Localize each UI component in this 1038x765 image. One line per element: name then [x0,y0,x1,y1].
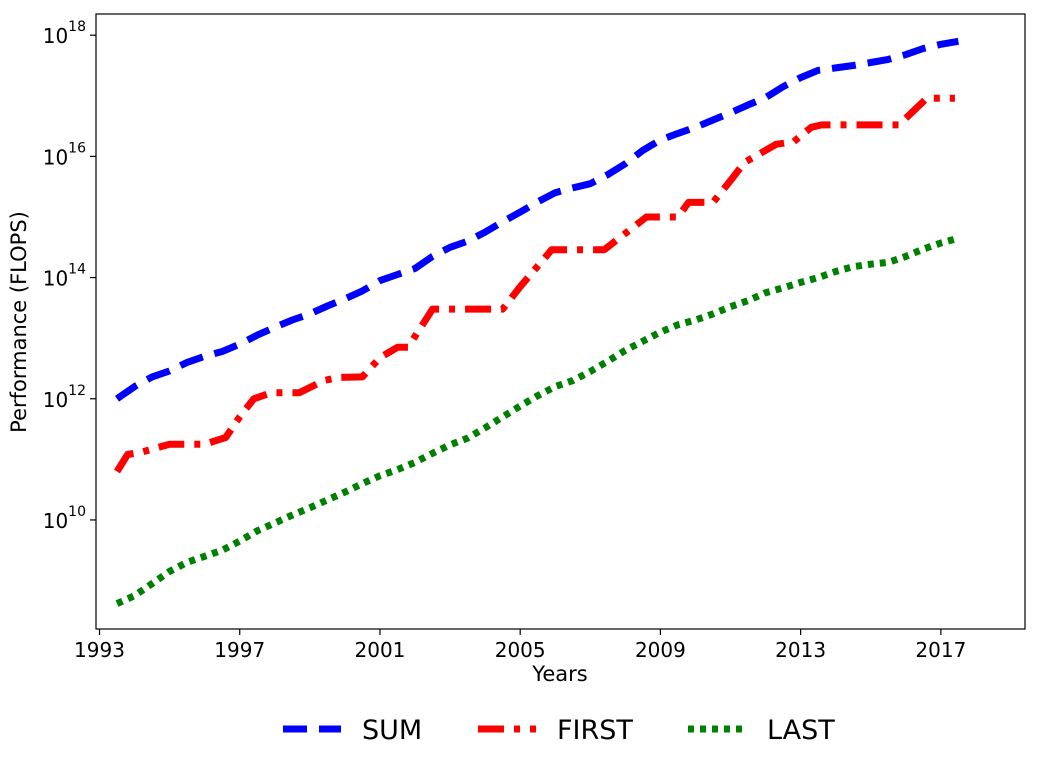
legend: SUM FIRST LAST [283,715,835,746]
x-tick-label: 2017 [915,638,966,662]
y-tick-label: 1016 [43,140,86,169]
y-tick-label: 1012 [43,383,86,412]
y-tick-exponent: 18 [68,19,86,35]
x-tick-label: 2013 [775,638,826,662]
x-tick-label: 2009 [635,638,686,662]
x-tick-label: 1997 [214,638,265,662]
y-tick-exponent: 12 [68,383,86,399]
x-tick-label: 2005 [495,638,546,662]
series-line-first [114,94,955,474]
series-layer [114,37,960,607]
y-tick-label: 1018 [43,19,86,48]
x-axis: 1993 1997 2001 2005 2009 2013 2017 [74,629,966,662]
y-axis-label: Performance (FLOPS) [7,211,31,433]
legend-label-sum: SUM [362,715,422,746]
y-tick-base: 10 [43,509,68,533]
y-tick-base: 10 [43,267,68,291]
y-tick-exponent: 10 [68,504,86,520]
y-tick-label: 1010 [43,504,86,533]
y-tick-base: 10 [43,145,68,169]
series-line-sum [115,37,959,402]
legend-label-first: FIRST [557,715,633,746]
x-tick-label: 1993 [74,638,125,662]
x-axis-label: Years [531,662,587,686]
y-tick-label: 1014 [43,262,86,291]
x-tick-label: 2001 [355,638,406,662]
plot-frame [95,13,1026,630]
y-tick-base: 10 [43,388,68,412]
y-tick-base: 10 [43,24,68,48]
legend-label-last: LAST [767,715,835,746]
y-tick-exponent: 14 [68,262,86,278]
series-line-last [115,234,960,607]
y-tick-exponent: 16 [68,140,86,156]
